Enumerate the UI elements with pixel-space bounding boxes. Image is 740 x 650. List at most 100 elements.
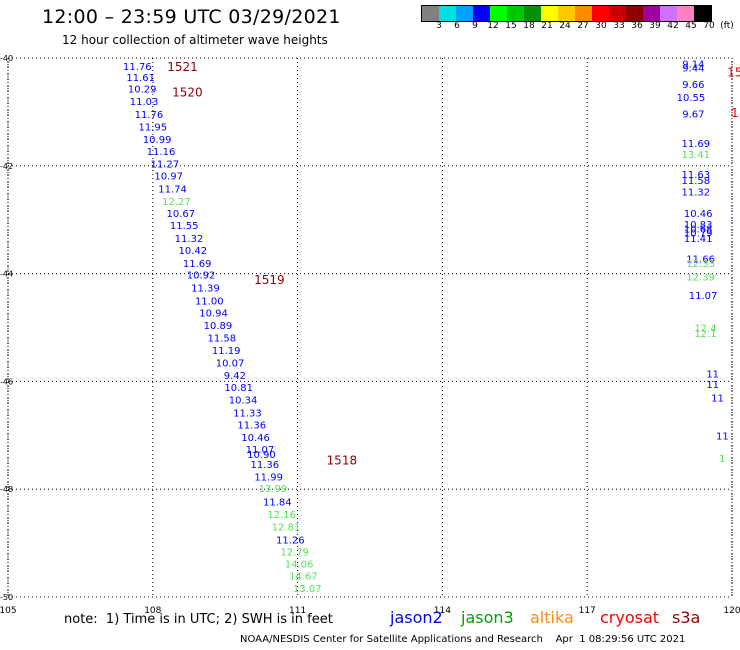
colorbar-swatch [473, 6, 490, 21]
swh-label: 11.76 [135, 110, 164, 121]
colorbar-swatch [507, 6, 524, 21]
swh-label-edge: 12.39 [686, 272, 715, 283]
satellite-jason2: jason2 [390, 608, 443, 627]
colorbar-swatch [609, 6, 626, 21]
swh-label: 10.97 [154, 172, 183, 183]
colorbar-swatch [677, 6, 694, 21]
colorbar-label: 30 [595, 21, 607, 31]
colorbar-swatch [558, 6, 575, 21]
swh-label: 12.16 [267, 510, 296, 521]
swh-label: 11.95 [138, 122, 167, 133]
swh-label-edge: 11.66 [686, 255, 715, 266]
swh-label: 11.39 [191, 284, 220, 295]
colorbar-label: 15 [505, 21, 517, 31]
colorbar-label: 9 [472, 21, 478, 31]
colorbar-swatch [541, 6, 558, 21]
colorbar-swatch [694, 6, 711, 21]
swh-label: 13.07 [293, 584, 322, 595]
y-tick-label: -40 [0, 54, 13, 63]
swh-label: 11.00 [195, 297, 224, 308]
swh-label: 10.29 [128, 85, 157, 96]
swh-colorbar [421, 5, 712, 22]
swh-label: 10.67 [166, 209, 195, 220]
swh-label-edge: 11.41 [684, 234, 713, 245]
swh-label-edge: 11 [716, 431, 729, 442]
swh-label: 14.06 [285, 560, 314, 571]
time-label-edge: 15 [727, 65, 740, 79]
y-tick-label: -42 [0, 162, 13, 171]
x-tick-label: 114 [434, 606, 451, 616]
satellite-s3a: s3a [672, 608, 701, 627]
colorbar-swatch [490, 6, 507, 21]
y-tick-label: -46 [0, 377, 13, 386]
swh-label: 10.46 [241, 433, 270, 444]
swh-label: 11.36 [237, 421, 266, 432]
swh-label: 10.34 [229, 396, 258, 407]
colorbar-swatch [439, 6, 456, 21]
satellite-altika: altika [530, 608, 574, 627]
colorbar-label: 45 [685, 21, 697, 31]
colorbar-swatch [626, 6, 643, 21]
swh-label: 10.89 [204, 321, 233, 332]
x-tick-label: 111 [289, 606, 306, 616]
satellite-jason3: jason3 [461, 608, 514, 627]
swh-label: 11.69 [183, 259, 212, 270]
swh-label: 11.27 [151, 160, 180, 171]
swh-label: 11.32 [175, 234, 204, 245]
swh-label: 11.16 [147, 147, 176, 158]
swh-label: 11.33 [233, 409, 262, 420]
colorbar-swatch [422, 6, 439, 21]
colorbar-label: 70 [703, 21, 715, 31]
swh-label-edge: 10.68 [684, 224, 713, 235]
colorbar-swatch [524, 6, 541, 21]
swh-label-edge: 11.07 [689, 291, 718, 302]
swh-label: 10.99 [143, 135, 172, 146]
colorbar-labels: 3 6 9 12 15 18 21 24 27 30 33 36 39 42 45 70 (ft) [421, 21, 734, 35]
time-label-edge: 1 [731, 106, 739, 120]
x-tick-label: 108 [144, 606, 161, 616]
swh-label: 10.92 [187, 271, 216, 282]
swh-label: 10.07 [216, 359, 245, 370]
swh-label: 11.07 [246, 445, 275, 456]
page-subtitle: 12 hour collection of altimeter wave hei… [62, 33, 328, 47]
swh-label: 11.19 [212, 346, 241, 357]
swh-label: 14.67 [289, 571, 318, 582]
x-tick-label: 120 [723, 606, 740, 616]
page-title: 12:00 – 23:59 UTC 03/29/2021 [42, 6, 341, 28]
swh-label-edge: 11.32 [681, 188, 710, 199]
swh-label: 10.42 [179, 246, 208, 257]
colorbar-label: 6 [454, 21, 460, 31]
swh-label-edge: 12.1 [694, 329, 716, 340]
swh-label-edge: 11 [706, 369, 719, 380]
time-label: 1520 [172, 85, 203, 99]
colorbar-label: 21 [541, 21, 553, 31]
swh-label-edge: 12.4 [694, 324, 716, 335]
swh-label-edge: 11.63 [681, 170, 710, 181]
time-label: 1518 [327, 454, 358, 468]
colorbar-label: 27 [577, 21, 589, 31]
colorbar-label: 18 [523, 21, 535, 31]
swh-label: 12.27 [162, 197, 191, 208]
swh-label: 12.81 [272, 522, 301, 533]
swh-label: 10.94 [199, 308, 228, 319]
colorbar-label: 24 [559, 21, 571, 31]
y-tick-label: -50 [0, 593, 13, 602]
colorbar-label: (ft) [720, 21, 734, 31]
swh-label: 10.81 [224, 383, 253, 394]
x-tick-label: 105 [0, 606, 17, 616]
colorbar-label: 12 [487, 21, 499, 31]
colorbar-swatch [456, 6, 473, 21]
swh-label: 11.84 [263, 498, 292, 509]
colorbar-label: 36 [631, 21, 643, 31]
swh-label: 10.90 [247, 450, 276, 461]
swh-label: 12.79 [280, 548, 309, 559]
swh-label: 11.58 [208, 334, 237, 345]
footer-credit: NOAA/NESDIS Center for Satellite Applica… [240, 634, 686, 645]
swh-label-edge: 12.33 [686, 259, 715, 270]
colorbar-label: 42 [667, 21, 679, 31]
colorbar-label: 3 [436, 21, 442, 31]
swh-label-edge: 9.44 [682, 64, 704, 75]
swh-label: 11.61 [126, 73, 155, 84]
swh-label-edge: 10.79 [684, 229, 713, 240]
